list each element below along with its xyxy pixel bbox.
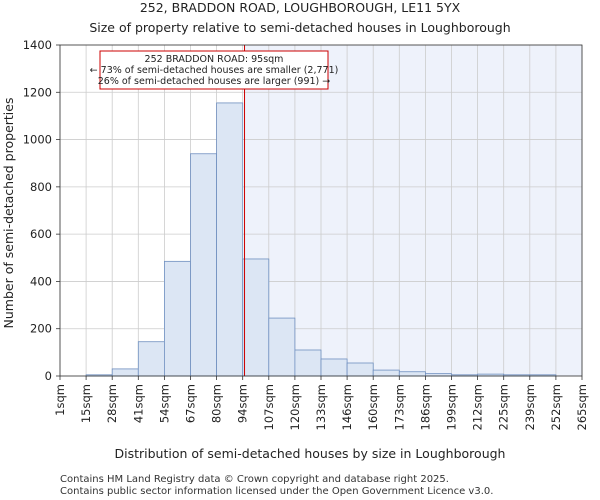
y-tick-label: 0 (45, 369, 52, 383)
bar (372, 369, 400, 377)
x-tick-label: 199sqm (445, 384, 459, 430)
bar (111, 368, 139, 377)
x-tick-label: 265sqm (575, 384, 589, 430)
x-tick-label: 186sqm (418, 384, 432, 430)
y-axis-ticks: 0 200 400 600 800 1000 1200 1400 (23, 38, 60, 383)
x-axis-label: Distribution of semi-detached houses by … (115, 446, 506, 461)
y-axis-label: Number of semi-detached properties (1, 98, 16, 329)
bar (294, 349, 322, 377)
annotation-line-2: ← 73% of semi-detached houses are smalle… (90, 65, 339, 76)
bar (320, 358, 348, 377)
y-tick-label: 1000 (23, 133, 52, 147)
x-tick-label: 28sqm (105, 384, 119, 423)
footer-line-2: Contains public sector information licen… (60, 486, 493, 497)
x-tick-label: 41sqm (131, 384, 145, 423)
annotation-box: 252 BRADDON ROAD: 95sqm ← 73% of semi-de… (90, 50, 339, 90)
bars (85, 102, 557, 377)
x-tick-label: 107sqm (262, 384, 276, 430)
x-tick-label: 146sqm (340, 384, 354, 430)
bar (216, 102, 244, 377)
x-tick-label: 173sqm (392, 384, 406, 430)
y-tick-label: 200 (30, 322, 52, 336)
x-tick-label: 212sqm (471, 384, 485, 430)
annotation-line-1: 252 BRADDON ROAD: 95sqm (145, 54, 284, 65)
x-tick-label: 120sqm (288, 384, 302, 430)
x-tick-label: 160sqm (366, 384, 380, 430)
bar (268, 317, 296, 377)
annotation-line-3: 26% of semi-detached houses are larger (… (98, 76, 331, 87)
plot-area (59, 44, 583, 377)
x-tick-label: 80sqm (210, 384, 224, 423)
x-tick-label: 54sqm (157, 384, 171, 423)
x-tick-label: 67sqm (184, 384, 198, 423)
footer-line-1: Contains HM Land Registry data © Crown c… (60, 474, 449, 485)
x-tick-label: 252sqm (549, 384, 563, 430)
bar (137, 341, 165, 377)
x-tick-label: 239sqm (523, 384, 537, 430)
y-tick-label: 800 (30, 180, 52, 194)
x-tick-label: 1sqm (53, 384, 67, 416)
x-tick-label: 225sqm (497, 384, 511, 430)
y-tick-label: 1200 (23, 85, 52, 99)
bar (190, 153, 218, 377)
bar (163, 260, 191, 377)
gridlines (59, 44, 583, 377)
y-tick-label: 600 (30, 227, 52, 241)
bar (242, 258, 270, 377)
x-tick-label: 133sqm (314, 384, 328, 430)
bar (398, 371, 426, 377)
x-tick-label: 94sqm (236, 384, 250, 423)
annotation-frame (99, 50, 329, 90)
chart-subtitle: Size of property relative to semi-detach… (89, 20, 510, 35)
bar (346, 362, 374, 377)
x-tick-label: 15sqm (79, 384, 93, 423)
y-tick-label: 1400 (23, 38, 52, 52)
y-tick-label: 400 (30, 274, 52, 288)
highlight-region (244, 45, 583, 376)
chart-title: 252, BRADDON ROAD, LOUGHBOROUGH, LE11 5Y… (140, 0, 461, 15)
x-axis-ticks: 1sqm 15sqm 28sqm 41sqm 54sqm 67sqm 80sqm 94sqm 1… (53, 376, 589, 430)
